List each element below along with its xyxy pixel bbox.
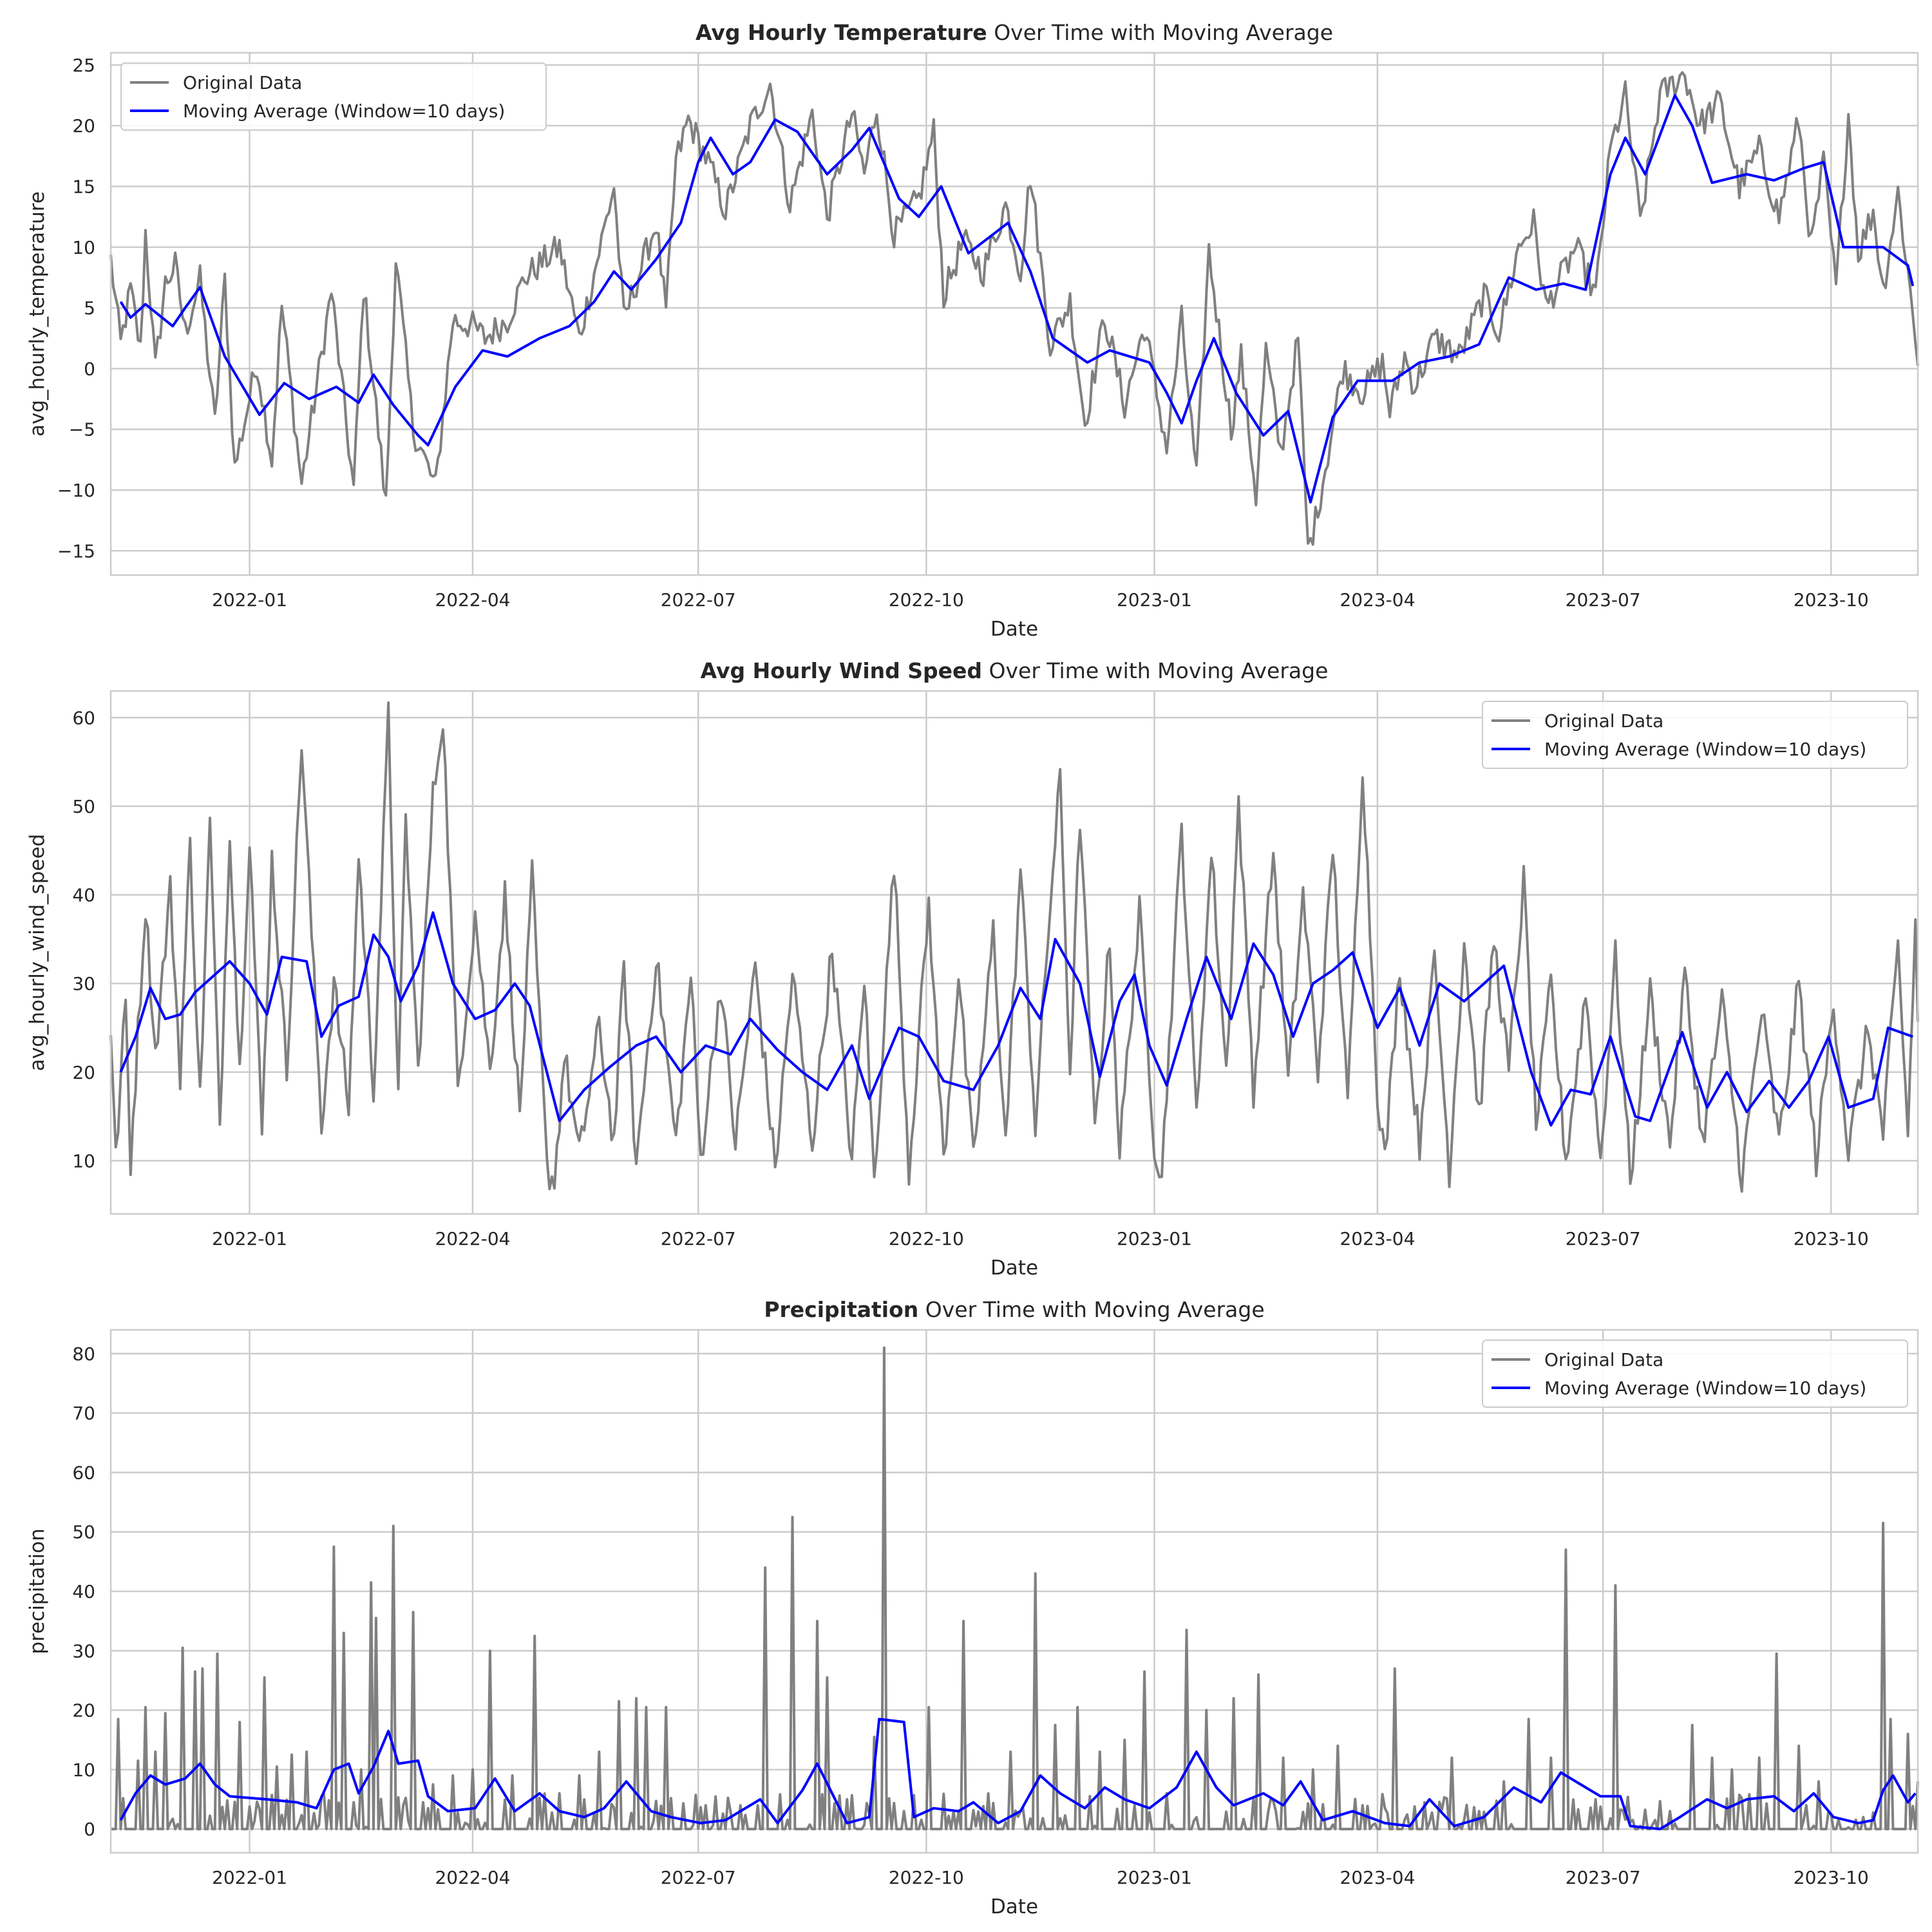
precipitation-y-tick-label: 30: [72, 1640, 95, 1662]
precipitation-y-tick-label: 60: [72, 1462, 95, 1483]
precipitation-x-tick-label: 2022-10: [889, 1867, 964, 1888]
precipitation-y-tick-label: 50: [72, 1522, 95, 1543]
temperature-panel: Avg Hourly Temperature Over Time with Mo…: [26, 20, 1919, 641]
precipitation-plot-frame: [109, 1329, 1919, 1854]
temperature-legend-average-label: Moving Average (Window=10 days): [183, 100, 505, 122]
wind-speed-y-tick-label: 30: [72, 973, 95, 994]
wind-speed-x-tick-label: 2023-07: [1566, 1228, 1641, 1249]
temperature-y-tick-label: 0: [84, 358, 95, 379]
temperature-x-tick-label: 2023-10: [1794, 589, 1869, 611]
wind-speed-x-tick-label: 2022-10: [889, 1228, 964, 1249]
temperature-y-tick-label: 10: [72, 237, 95, 258]
wind-speed-y-tick-label: 50: [72, 796, 95, 817]
precipitation-x-tick-label: 2022-07: [661, 1867, 736, 1888]
wind-speed-x-tick-label: 2023-04: [1340, 1228, 1415, 1249]
precipitation-y-tick-label: 70: [72, 1403, 95, 1424]
wind-speed-x-tick-label: 2023-10: [1794, 1228, 1869, 1249]
precipitation-original-data-line: [111, 1346, 1919, 1831]
temperature-y-tick-label: 15: [72, 176, 95, 197]
precipitation-chart-title: Precipitation Over Time with Moving Aver…: [764, 1297, 1264, 1322]
temperature-plot-frame: [109, 52, 1919, 576]
wind-speed-y-tick-label: 60: [72, 707, 95, 728]
wind-speed-chart-title: Avg Hourly Wind Speed Over Time with Mov…: [701, 658, 1329, 683]
precipitation-moving-average-line: [119, 1718, 1917, 1831]
precipitation-series: [111, 1346, 1919, 1831]
wind-speed-x-tick-label: 2022-07: [661, 1228, 736, 1249]
wind-speed-y-axis-label: avg_hourly_wind_speed: [26, 834, 49, 1071]
wind-speed-legend-box: [1482, 701, 1908, 769]
temperature-y-ticks: −15 −10 −5 0 5 10 15 20 25: [57, 55, 95, 562]
wind-speed-legend-average-label: Moving Average (Window=10 days): [1544, 739, 1866, 760]
temperature-y-tick-label: −15: [57, 540, 95, 562]
wind-speed-plot-frame: [109, 690, 1919, 1215]
wind-speed-panel: Avg Hourly Wind Speed Over Time with Mov…: [26, 658, 1919, 1280]
precipitation-y-tick-label: 40: [72, 1581, 95, 1602]
temperature-series: [109, 71, 1919, 546]
temperature-y-axis-label: avg_hourly_temperature: [26, 191, 49, 437]
temperature-original-data-line: [109, 71, 1919, 546]
precipitation-x-tick-label: 2022-01: [212, 1867, 287, 1888]
precipitation-x-ticks: 2022-01 2022-04 2022-07 2022-10 2023-01 2023-…: [212, 1867, 1869, 1888]
temperature-moving-average-line: [119, 94, 1915, 504]
wind-speed-x-tick-label: 2022-04: [435, 1228, 510, 1249]
precipitation-legend-average-label: Moving Average (Window=10 days): [1544, 1378, 1866, 1399]
temperature-x-tick-label: 2022-10: [889, 589, 964, 611]
wind-speed-x-tick-label: 2022-01: [212, 1228, 287, 1249]
temperature-legend-box: [120, 62, 547, 131]
precipitation-legend-original-label: Original Data: [1544, 1349, 1663, 1370]
temperature-x-tick-label: 2022-01: [212, 589, 287, 611]
wind-speed-y-tick-label: 10: [72, 1150, 95, 1171]
temperature-legend-original-label: Original Data: [183, 72, 302, 93]
wind-speed-y-ticks: 10 20 30 40 50 60: [72, 707, 95, 1171]
temperature-y-tick-label: 20: [72, 115, 95, 137]
wind-speed-moving-average-line: [119, 911, 1913, 1127]
precipitation-y-tick-label: 20: [72, 1700, 95, 1721]
temperature-y-tick-label: 5: [84, 298, 95, 319]
wind-speed-y-tick-label: 20: [72, 1062, 95, 1083]
temperature-y-tick-label: −10: [57, 480, 95, 501]
temperature-chart-title: Avg Hourly Temperature Over Time with Mo…: [696, 20, 1333, 45]
wind-speed-x-axis-label: Date: [990, 1256, 1038, 1280]
wind-speed-x-ticks: 2022-01 2022-04 2022-07 2022-10 2023-01 2023-…: [212, 1228, 1869, 1249]
precipitation-x-tick-label: 2023-10: [1794, 1867, 1869, 1888]
temperature-x-ticks: 2022-01 2022-04 2022-07 2022-10 2023-01 2023-…: [212, 589, 1869, 611]
temperature-x-tick-label: 2022-07: [661, 589, 736, 611]
wind-speed-y-tick-label: 40: [72, 885, 95, 906]
precipitation-x-tick-label: 2022-04: [435, 1867, 510, 1888]
precipitation-legend: Original Data Moving Average (Window=10 …: [1482, 1340, 1908, 1408]
wind-speed-legend-original-label: Original Data: [1544, 710, 1663, 732]
precipitation-x-axis-label: Date: [990, 1895, 1038, 1918]
temperature-y-tick-label: −5: [69, 419, 95, 440]
temperature-y-tick-label: 25: [72, 55, 95, 76]
precipitation-x-tick-label: 2023-07: [1566, 1867, 1641, 1888]
wind-speed-series: [109, 701, 1919, 1193]
precipitation-y-tick-label: 0: [84, 1819, 95, 1840]
temperature-x-tick-label: 2023-01: [1117, 589, 1192, 611]
temperature-x-tick-label: 2023-04: [1340, 589, 1415, 611]
temperature-x-tick-label: 2023-07: [1566, 589, 1641, 611]
precipitation-x-tick-label: 2023-01: [1117, 1867, 1192, 1888]
wind-speed-original-data-line: [109, 701, 1919, 1193]
temperature-x-axis-label: Date: [990, 618, 1038, 641]
precipitation-y-tick-label: 80: [72, 1343, 95, 1365]
precipitation-y-ticks: 0 10 20 30 40 50 60 70 80: [72, 1343, 95, 1840]
temperature-legend: Original Data Moving Average (Window=10 …: [120, 62, 547, 131]
precipitation-legend-box: [1482, 1340, 1908, 1408]
precipitation-y-axis-label: precipitation: [26, 1528, 49, 1654]
wind-speed-legend: Original Data Moving Average (Window=10 …: [1482, 701, 1908, 769]
precipitation-x-tick-label: 2023-04: [1340, 1867, 1415, 1888]
wind-speed-x-tick-label: 2023-01: [1117, 1228, 1192, 1249]
precipitation-y-tick-label: 10: [72, 1759, 95, 1781]
temperature-x-tick-label: 2022-04: [435, 589, 510, 611]
precipitation-panel: Precipitation Over Time with Moving Aver…: [26, 1297, 1919, 1918]
